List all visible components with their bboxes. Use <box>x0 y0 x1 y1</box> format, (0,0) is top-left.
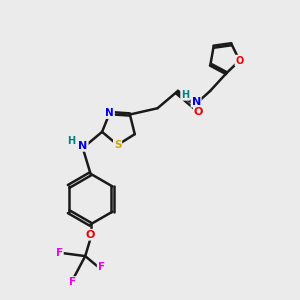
Text: H: H <box>67 136 75 146</box>
Text: O: O <box>86 230 95 240</box>
Text: N: N <box>78 141 88 151</box>
Text: F: F <box>69 277 76 287</box>
Text: F: F <box>56 248 63 258</box>
Text: S: S <box>114 140 121 150</box>
Text: O: O <box>236 56 244 65</box>
Text: F: F <box>98 262 105 272</box>
Text: N: N <box>191 97 201 107</box>
Text: H: H <box>181 90 189 100</box>
Text: O: O <box>194 107 203 117</box>
Text: N: N <box>105 108 114 118</box>
